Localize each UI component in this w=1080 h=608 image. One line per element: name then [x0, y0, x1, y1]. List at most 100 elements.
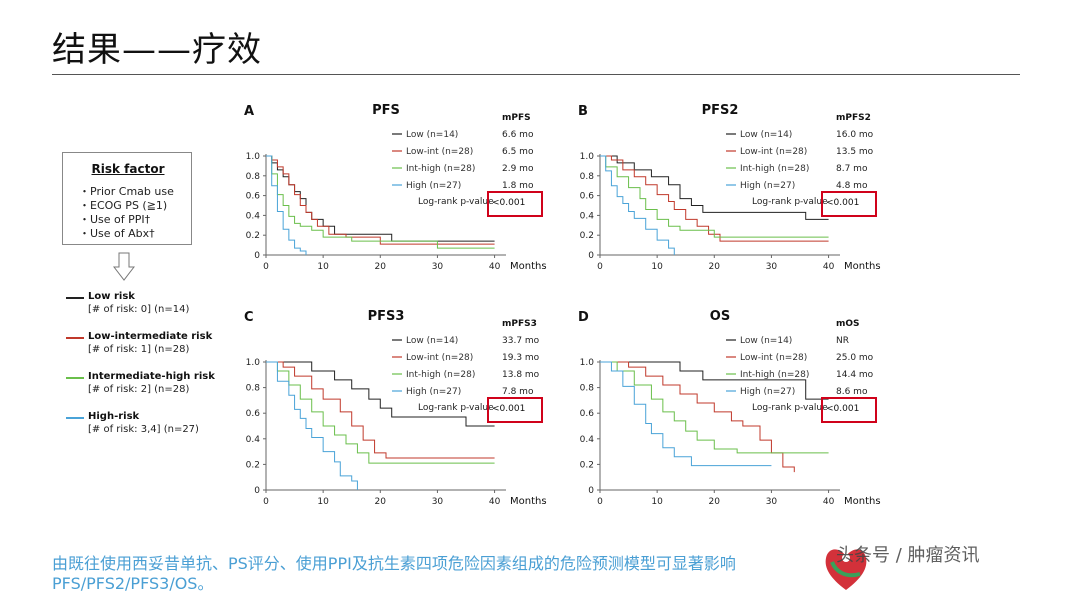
- chart-panel-pfs2: B PFS2 0 0.2 0.4 0.6 0.8 1.0 0 10 20 30 40 Months mPFS…: [578, 103, 881, 272]
- pvalue-highlight-box: [821, 397, 877, 423]
- median-header: mPFS: [502, 113, 531, 123]
- series-label: Int-high (n=28): [740, 370, 809, 380]
- x-tick-label: 20: [375, 262, 387, 272]
- legend-group-high: High-risk [# of risk: 3,4] (n=27): [66, 411, 236, 439]
- legend-group-detail: [# of risk: 2] (n=28): [88, 384, 190, 395]
- legend-group-low-intermediate: Low-intermediate risk [# of risk: 1] (n=…: [66, 331, 236, 359]
- x-axis-label: Months: [510, 496, 547, 507]
- y-tick-label: 0: [254, 251, 260, 261]
- pvalue-highlight-box: [487, 191, 543, 217]
- pvalue: <0.001: [492, 198, 525, 208]
- series-label: Low-int (n=28): [406, 147, 473, 157]
- median-value: 13.8 mo: [502, 370, 540, 380]
- y-tick-label: 0: [254, 486, 260, 496]
- y-tick-label: 0.6: [246, 192, 261, 202]
- legend-group-name: Low-intermediate risk: [88, 331, 213, 342]
- series-label: High (n=27): [406, 181, 461, 191]
- legend-group-detail: [# of risk: 3,4] (n=27): [88, 424, 199, 435]
- chart-panel-pfs: A PFS 0 0.2 0.4 0.6 0.8 1.0 0 10 20 30 40 Months mPFS L…: [244, 103, 547, 272]
- y-tick-label: 1.0: [246, 152, 261, 162]
- series-label: High (n=27): [740, 387, 795, 397]
- x-tick-label: 40: [489, 497, 501, 507]
- chart-title: PFS3: [368, 309, 405, 324]
- series-label: Low (n=14): [406, 130, 458, 140]
- x-tick-label: 0: [597, 262, 603, 272]
- y-tick-label: 0.4: [580, 211, 595, 221]
- y-tick-label: 0.4: [246, 211, 261, 221]
- pvalue: <0.001: [492, 404, 525, 414]
- risk-factor-item: ・Use of Abx†: [79, 227, 155, 240]
- series-label: Low-int (n=28): [740, 147, 807, 157]
- panel-letter: D: [578, 310, 589, 325]
- median-value: 14.4 mo: [836, 370, 874, 380]
- median-value: 25.0 mo: [836, 353, 874, 363]
- median-header: mOS: [836, 319, 860, 329]
- x-tick-label: 20: [375, 497, 387, 507]
- x-tick-label: 0: [597, 497, 603, 507]
- x-tick-label: 10: [651, 497, 663, 507]
- chart-title: PFS: [372, 103, 400, 118]
- logrank-label: Log-rank p-value: [752, 403, 828, 413]
- series-label: Low-int (n=28): [406, 353, 473, 363]
- legend-group-detail: [# of risk: 1] (n=28): [88, 344, 190, 355]
- y-tick-label: 0.8: [580, 384, 595, 394]
- y-tick-label: 0.2: [246, 460, 260, 470]
- logrank-label: Log-rank p-value: [752, 197, 828, 207]
- x-axis-label: Months: [844, 261, 881, 272]
- y-tick-label: 0.8: [580, 172, 595, 182]
- series-label: Low (n=14): [740, 336, 792, 346]
- risk-factor-box: Risk factor ・Prior Cmab use ・ECOG PS (≧1…: [62, 152, 192, 245]
- y-tick-label: 0.6: [246, 409, 261, 419]
- x-tick-label: 40: [823, 262, 835, 272]
- x-tick-label: 30: [432, 262, 444, 272]
- x-tick-label: 40: [823, 497, 835, 507]
- pvalue: <0.001: [826, 404, 859, 414]
- logrank-label: Log-rank p-value: [418, 197, 494, 207]
- x-tick-label: 0: [263, 497, 269, 507]
- x-tick-label: 0: [263, 262, 269, 272]
- x-tick-label: 40: [489, 262, 501, 272]
- km-curve: [600, 361, 829, 400]
- km-curve: [266, 361, 358, 490]
- km-curve: [266, 155, 495, 245]
- panel-letter: C: [244, 310, 254, 325]
- legend-group-name: High-risk: [88, 411, 140, 422]
- chart-panel-os: D OS 0 0.2 0.4 0.6 0.8 1.0 0 10 20 30 40 Months mOS Low…: [578, 309, 881, 507]
- watermark: 头条号 / 肿瘤资讯: [836, 545, 980, 566]
- pvalue: <0.001: [826, 198, 859, 208]
- y-tick-label: 0: [588, 486, 594, 496]
- legend-group-low: Low risk [# of risk: 0] (n=14): [66, 291, 236, 319]
- km-curve: [266, 155, 495, 249]
- y-tick-label: 0.2: [580, 460, 594, 470]
- series-label: High (n=27): [406, 387, 461, 397]
- series-label: Low-int (n=28): [740, 353, 807, 363]
- risk-factor-title: Risk factor: [91, 162, 165, 176]
- median-value: 33.7 mo: [502, 336, 540, 346]
- y-tick-label: 0.8: [246, 384, 261, 394]
- series-label: Int-high (n=28): [406, 370, 475, 380]
- footer-conclusion: 由既往使用西妥昔单抗、PS评分、使用PPI及抗生素四项危险因素组成的危险预测模型…: [52, 554, 736, 593]
- risk-factor-item: ・Prior Cmab use: [79, 185, 174, 198]
- panel-letter: A: [244, 104, 254, 119]
- legend-swatch: [66, 377, 84, 379]
- median-header: mPFS3: [502, 319, 537, 329]
- y-tick-label: 0.6: [580, 409, 595, 419]
- median-value: 7.8 mo: [502, 387, 534, 397]
- median-value: 16.0 mo: [836, 130, 874, 140]
- km-curve: [600, 361, 829, 454]
- median-value: 2.9 mo: [502, 164, 534, 174]
- y-tick-label: 0.2: [580, 231, 594, 241]
- pvalue-highlight-box: [487, 397, 543, 423]
- x-tick-label: 30: [432, 497, 444, 507]
- legend-group-intermediate-high: Intermediate-high risk [# of risk: 2] (n…: [66, 371, 236, 399]
- km-curve: [600, 155, 829, 220]
- series-label: Int-high (n=28): [740, 164, 809, 174]
- x-tick-label: 20: [709, 497, 721, 507]
- x-tick-label: 30: [766, 262, 778, 272]
- y-tick-label: 0.4: [246, 435, 261, 445]
- km-curve: [266, 361, 495, 427]
- median-value: 1.8 mo: [502, 181, 534, 191]
- median-value: 8.6 mo: [836, 387, 868, 397]
- km-curve: [266, 361, 495, 459]
- series-label: High (n=27): [740, 181, 795, 191]
